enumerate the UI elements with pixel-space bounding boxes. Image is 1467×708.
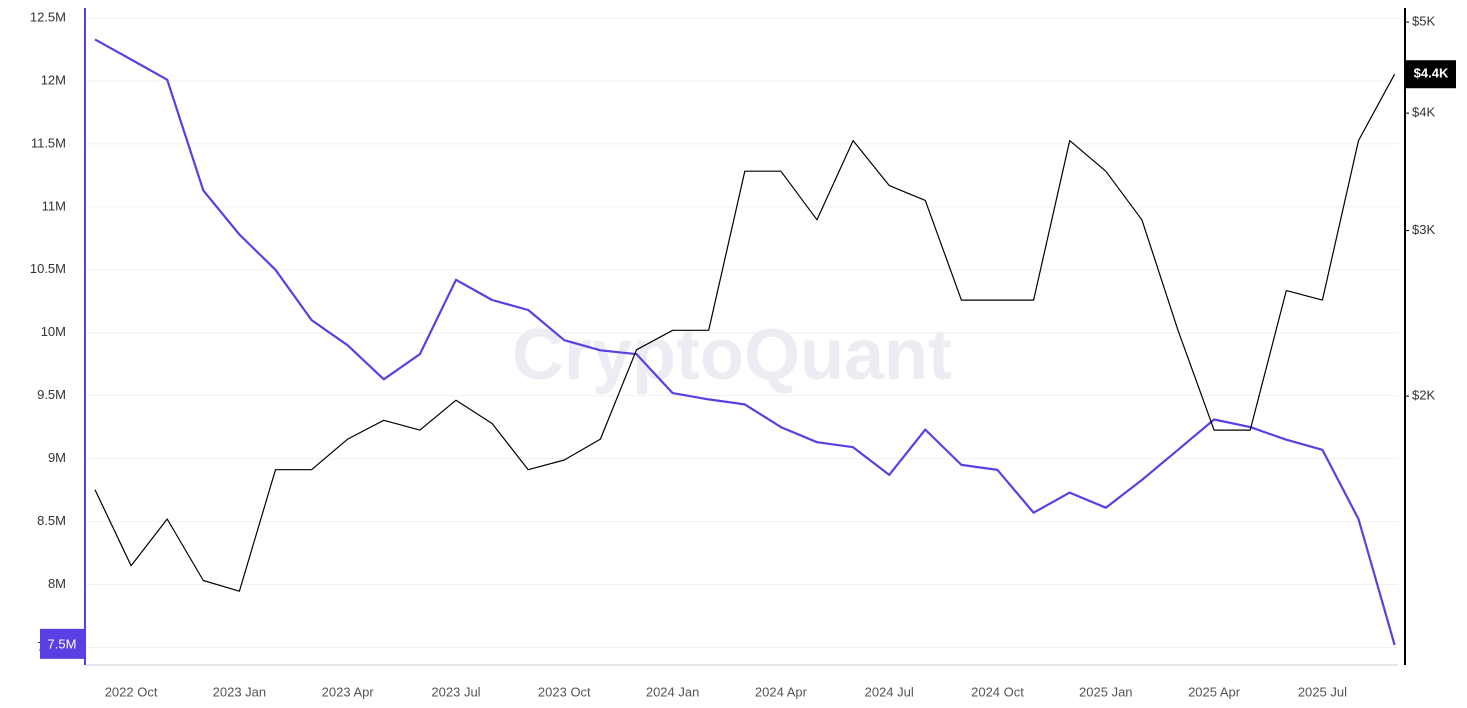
series-line (94, 73, 1396, 592)
x-tick-label: 2024 Apr (755, 684, 808, 699)
series-line (94, 38, 1396, 646)
x-tick-label: 2024 Jul (865, 684, 914, 699)
x-tick-label: 2023 Apr (322, 684, 375, 699)
y-tick-label: 11M (42, 198, 66, 213)
y2-tick-label: $2K (1412, 388, 1435, 403)
y-tick-label: 12M (41, 72, 66, 87)
y-tick-label: 10M (41, 324, 66, 339)
value-label: 7.5M (48, 636, 77, 651)
x-tick-label: 2023 Jan (213, 684, 267, 699)
y-tick-label: 12.5M (30, 9, 66, 24)
y2-tick-label: $3K (1412, 222, 1435, 237)
x-tick-label: 2023 Oct (538, 684, 591, 699)
watermark: CryptoQuant (512, 315, 952, 395)
y2-tick-label: $4K (1412, 105, 1435, 120)
y-tick-label: 11.5M (31, 135, 66, 150)
x-tick-label: 2024 Oct (971, 684, 1024, 699)
x-tick-label: 2024 Jan (646, 684, 700, 699)
x-tick-label: 2023 Jul (431, 684, 480, 699)
value-label: $4.4K (1414, 66, 1449, 81)
x-tick-label: 2025 Apr (1188, 684, 1241, 699)
y-tick-label: 8M (48, 576, 66, 591)
y-tick-label: 9.5M (37, 387, 66, 402)
x-tick-label: 2025 Jan (1079, 684, 1133, 699)
value-badge (1406, 60, 1456, 89)
x-tick-label: 2025 Jul (1298, 684, 1347, 699)
y-tick-label: 9M (48, 450, 66, 465)
y-tick-label: 8.5M (37, 513, 66, 528)
x-tick-label: 2022 Oct (105, 684, 158, 699)
value-badge (40, 628, 85, 659)
y2-tick-label: $5K (1412, 13, 1435, 28)
y-tick-label: 10.5M (30, 261, 66, 276)
